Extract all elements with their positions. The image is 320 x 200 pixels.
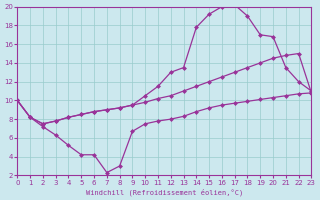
X-axis label: Windchill (Refroidissement éolien,°C): Windchill (Refroidissement éolien,°C)	[86, 188, 243, 196]
